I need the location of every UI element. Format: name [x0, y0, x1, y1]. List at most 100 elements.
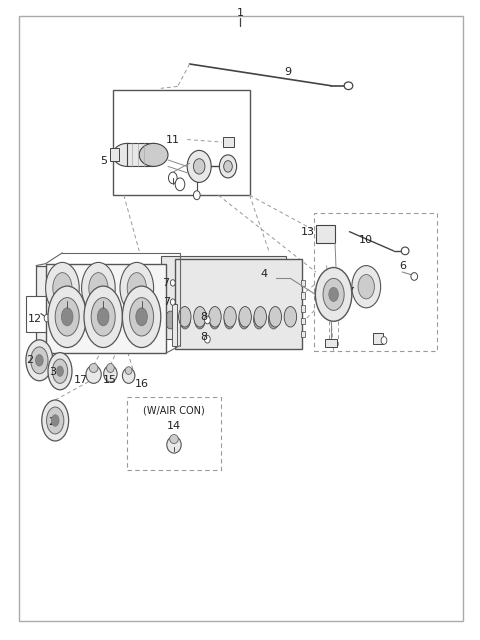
Text: 5: 5	[100, 156, 107, 166]
Bar	[301, 280, 305, 286]
Bar	[127, 143, 154, 166]
Ellipse shape	[26, 340, 53, 381]
Bar	[301, 292, 305, 299]
Text: 10: 10	[359, 235, 373, 245]
Ellipse shape	[401, 247, 409, 255]
Ellipse shape	[97, 308, 109, 326]
Text: 15: 15	[102, 374, 117, 385]
Text: 9: 9	[285, 67, 291, 77]
Text: 6: 6	[400, 260, 407, 271]
Ellipse shape	[344, 82, 353, 90]
Ellipse shape	[204, 335, 210, 343]
Ellipse shape	[381, 337, 387, 344]
Ellipse shape	[51, 415, 59, 426]
Ellipse shape	[48, 353, 72, 390]
Text: 3: 3	[49, 367, 56, 378]
Ellipse shape	[224, 161, 232, 172]
Ellipse shape	[165, 311, 176, 329]
Ellipse shape	[329, 287, 338, 301]
Ellipse shape	[180, 311, 191, 329]
Ellipse shape	[122, 286, 161, 348]
Bar	[26, 296, 58, 332]
Ellipse shape	[193, 307, 206, 327]
Bar	[110, 148, 119, 161]
Ellipse shape	[193, 191, 200, 200]
Ellipse shape	[127, 273, 146, 303]
Bar	[325, 339, 337, 347]
Bar	[161, 256, 286, 339]
Ellipse shape	[170, 280, 175, 286]
Text: 11: 11	[166, 134, 180, 145]
Ellipse shape	[91, 298, 115, 336]
Text: 16: 16	[134, 379, 149, 389]
Text: 7: 7	[162, 278, 169, 288]
Ellipse shape	[84, 286, 122, 348]
Ellipse shape	[120, 262, 154, 314]
Ellipse shape	[31, 347, 48, 374]
Bar	[301, 305, 305, 312]
Ellipse shape	[44, 314, 50, 322]
Text: 4: 4	[261, 269, 267, 279]
Bar	[316, 225, 335, 243]
Ellipse shape	[53, 273, 72, 303]
Text: 17: 17	[74, 374, 88, 385]
Bar	[46, 264, 166, 353]
Ellipse shape	[46, 262, 79, 314]
Ellipse shape	[358, 275, 374, 299]
Ellipse shape	[187, 150, 211, 182]
Ellipse shape	[86, 365, 101, 383]
Ellipse shape	[170, 299, 175, 305]
Bar	[36, 266, 156, 349]
Ellipse shape	[194, 311, 205, 329]
Ellipse shape	[113, 143, 142, 166]
Ellipse shape	[239, 307, 252, 327]
Ellipse shape	[57, 366, 63, 376]
Ellipse shape	[175, 178, 185, 191]
Ellipse shape	[130, 298, 154, 336]
Bar	[172, 304, 177, 346]
Ellipse shape	[55, 298, 79, 336]
Ellipse shape	[219, 155, 237, 178]
Text: 13: 13	[301, 227, 315, 237]
Ellipse shape	[122, 368, 135, 383]
Text: 7: 7	[164, 297, 170, 307]
Ellipse shape	[224, 307, 236, 327]
Ellipse shape	[239, 311, 250, 329]
Ellipse shape	[61, 308, 73, 326]
Bar	[301, 318, 305, 324]
Ellipse shape	[352, 266, 381, 308]
Ellipse shape	[170, 435, 179, 444]
Ellipse shape	[104, 365, 117, 382]
Ellipse shape	[253, 311, 264, 329]
Text: 8: 8	[201, 332, 207, 342]
Ellipse shape	[167, 436, 181, 453]
Ellipse shape	[52, 359, 68, 383]
Ellipse shape	[48, 286, 86, 348]
Ellipse shape	[284, 307, 297, 327]
Ellipse shape	[315, 268, 352, 321]
Ellipse shape	[82, 262, 115, 314]
Ellipse shape	[168, 172, 177, 184]
Bar	[113, 90, 250, 195]
Text: 1: 1	[237, 8, 243, 19]
Text: 2: 2	[48, 417, 55, 428]
Ellipse shape	[89, 364, 98, 372]
Bar	[314, 213, 437, 351]
Text: (W/AIR CON): (W/AIR CON)	[143, 406, 205, 416]
Text: 12: 12	[27, 314, 42, 324]
Ellipse shape	[254, 307, 266, 327]
Ellipse shape	[42, 400, 69, 441]
Bar	[223, 137, 234, 147]
Ellipse shape	[209, 307, 221, 327]
Ellipse shape	[89, 273, 108, 303]
Ellipse shape	[136, 308, 147, 326]
Text: 14: 14	[167, 421, 181, 431]
Ellipse shape	[269, 307, 282, 327]
Ellipse shape	[139, 143, 168, 166]
Bar	[175, 259, 302, 349]
Ellipse shape	[47, 407, 64, 434]
Ellipse shape	[224, 311, 235, 329]
Text: 8: 8	[201, 312, 207, 323]
Ellipse shape	[107, 364, 114, 372]
Ellipse shape	[268, 311, 279, 329]
